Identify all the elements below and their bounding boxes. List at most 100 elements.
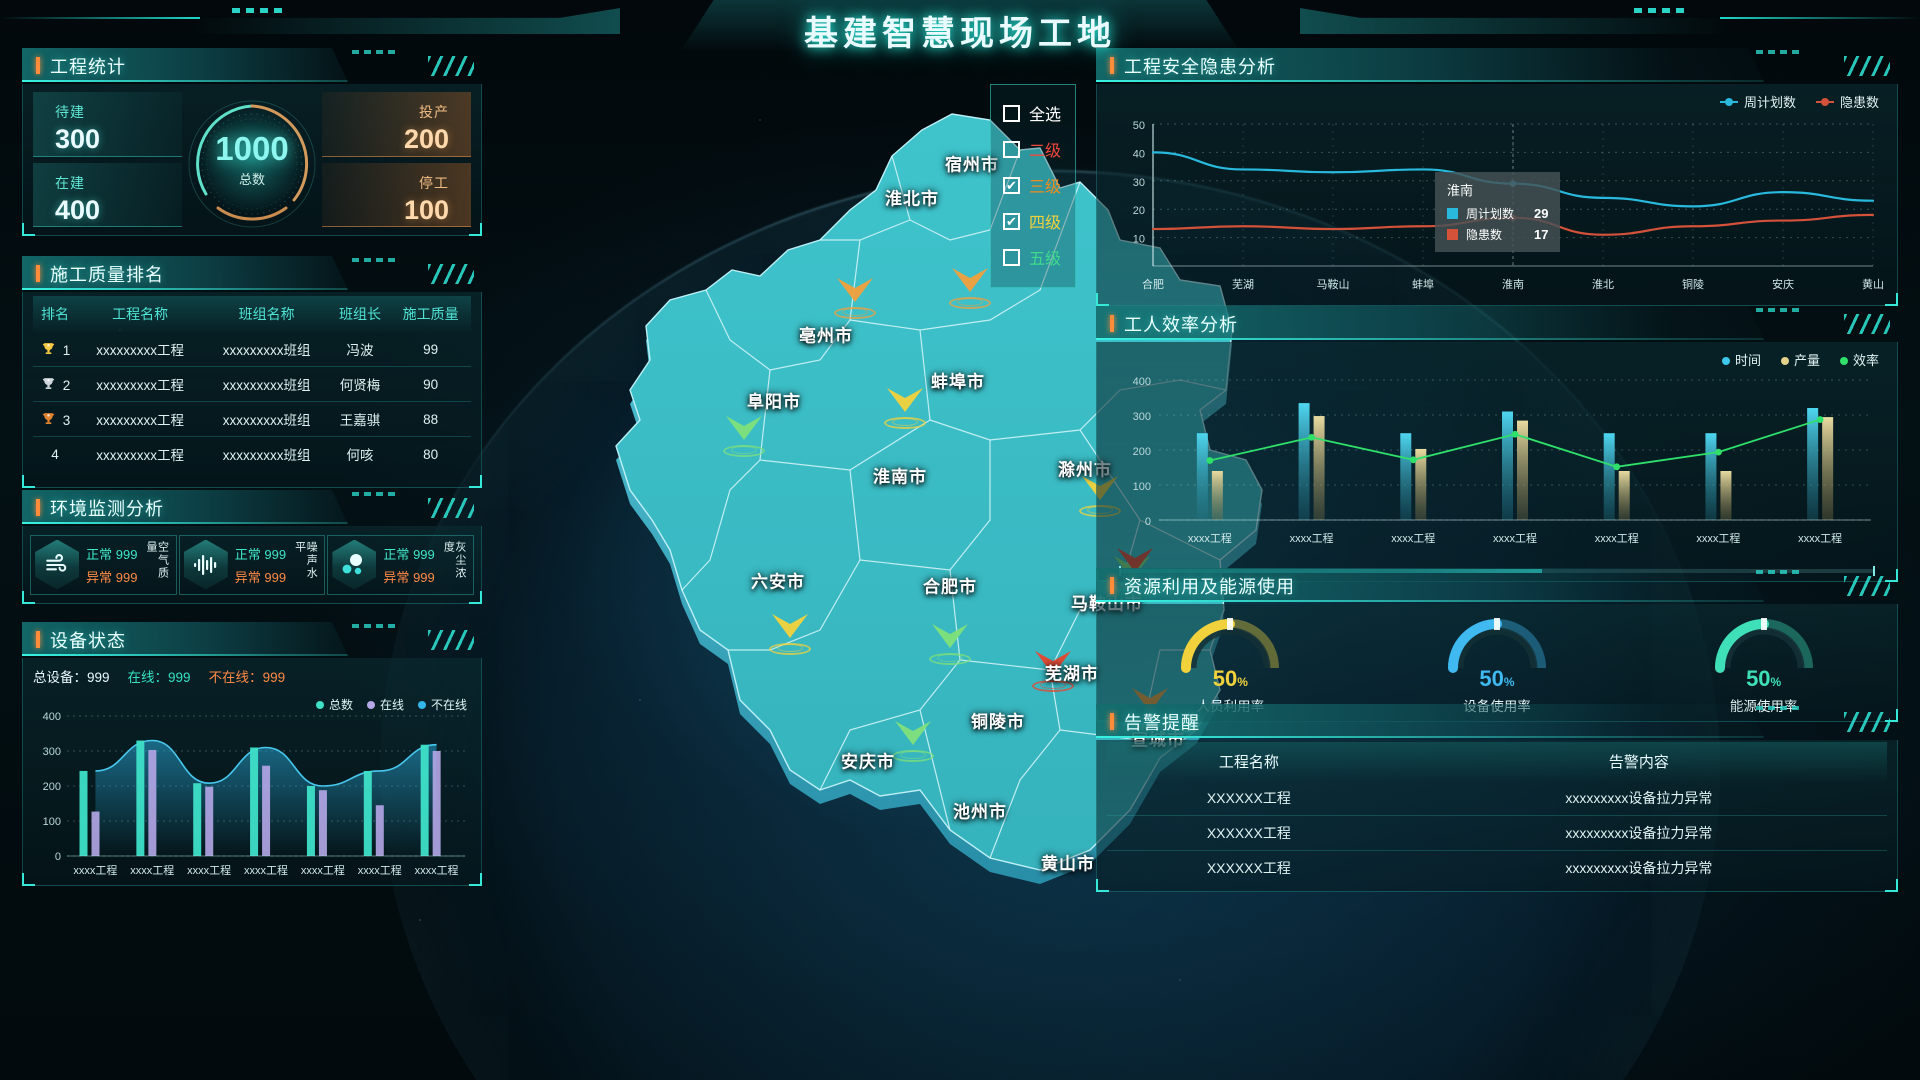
device-total-label: 总设备： xyxy=(33,670,87,685)
checkbox-icon[interactable]: ✔ xyxy=(1003,176,1020,194)
tooltip-swatch xyxy=(1447,208,1458,219)
panel-environment-monitoring: 环境监测分析 正常 999 异常 999 空气质量 正常 999 异常 999 噪声水平正… xyxy=(22,490,482,604)
filter-option-1[interactable]: 二级 xyxy=(991,131,1075,167)
table-row[interactable]: 2 xxxxxxxxx工程 xxxxxxxxx班组 何贤梅 90 xyxy=(33,366,471,402)
svg-text:400: 400 xyxy=(43,711,61,723)
tooltip-label: 隐患数 xyxy=(1466,228,1503,242)
svg-text:100: 100 xyxy=(43,816,61,828)
legend-item-2[interactable]: 效率 xyxy=(1839,350,1879,369)
svg-text:100: 100 xyxy=(1133,481,1151,493)
panel-stripes-deco xyxy=(1844,314,1890,334)
env-normal-label: 正常 xyxy=(383,546,410,562)
env-abnormal-label: 异常 xyxy=(383,569,410,585)
svg-text:20: 20 xyxy=(1133,205,1145,217)
filter-option-3[interactable]: ✔ 四级 xyxy=(991,203,1075,239)
marker-arrow-icon xyxy=(952,268,988,292)
svg-text:0: 0 xyxy=(55,851,61,863)
stat-produced[interactable]: 投产 200 xyxy=(322,92,471,157)
team-cell: xxxxxxxxx班组 xyxy=(203,436,330,471)
stat-building-value: 400 xyxy=(55,194,101,225)
stat-building[interactable]: 在建 400 xyxy=(33,162,182,227)
safety-chart-legend: 周计划数 隐患数 xyxy=(1719,92,1879,111)
map-marker-5[interactable] xyxy=(769,611,811,655)
corner-bl xyxy=(22,475,35,488)
svg-text:淮北: 淮北 xyxy=(1592,278,1614,291)
stat-stopped[interactable]: 停工 100 xyxy=(322,162,471,227)
env-item-2[interactable]: 正常 999 异常 999 灰尘浓度 xyxy=(327,534,474,595)
map-city-label-7[interactable]: 六安市 xyxy=(751,572,805,592)
map-marker-6[interactable] xyxy=(929,621,971,665)
corner-br xyxy=(469,475,482,488)
map-city-label-2[interactable]: 亳州市 xyxy=(799,326,853,346)
severity-filter-panel[interactable]: 全选 二级 ✔ 三级 ✔ 四级 五级 xyxy=(990,84,1076,288)
filter-option-2[interactable]: ✔ 三级 xyxy=(991,167,1075,203)
map-city-label-1[interactable]: 淮北市 xyxy=(885,189,939,209)
map-city-label-5[interactable]: 淮南市 xyxy=(873,467,927,487)
checkbox-icon[interactable]: ✔ xyxy=(1003,212,1020,230)
svg-text:xxxx工程: xxxx工程 xyxy=(1391,532,1435,545)
accent-bar xyxy=(1110,577,1114,594)
legend-item-1[interactable]: 隐患数 xyxy=(1815,92,1879,111)
panel-safety-hazard-analysis: 工程安全隐患分析 周计划数 隐患数 10 20 30 40 50 合肥 芜湖 马鞍山 蚌埠 淮南 淮北… xyxy=(1096,48,1898,306)
legend-item-0[interactable]: 周计划数 xyxy=(1719,92,1796,111)
panel-header-quality-ranking: 施工质量排名 xyxy=(22,256,482,290)
svg-text:200: 200 xyxy=(43,781,61,793)
quality-cell: 88 xyxy=(390,401,471,437)
filter-option-4[interactable]: 五级 xyxy=(991,239,1075,275)
chart-tooltip: 淮南 周计划数 29 隐患数 17 xyxy=(1435,172,1561,252)
table-row[interactable]: XXXXXX工程 xxxxxxxxx设备拉力异常 xyxy=(1107,850,1887,885)
environment-items: 正常 999 异常 999 空气质量 正常 999 异常 999 噪声水平 正常 999 异常… xyxy=(29,534,475,595)
filter-option-label: 四级 xyxy=(1029,215,1062,232)
table-row[interactable]: 1 xxxxxxxxx工程 xxxxxxxxx班组 冯波 99 xyxy=(33,332,471,367)
alert-content-cell: xxxxxxxxx设备拉力异常 xyxy=(1390,850,1887,885)
map-city-label-11[interactable]: 铜陵市 xyxy=(971,712,1025,732)
svg-text:30: 30 xyxy=(1133,177,1145,189)
table-row[interactable]: XXXXXX工程 xxxxxxxxx设备拉力异常 xyxy=(1107,781,1887,816)
filter-option-0[interactable]: 全选 xyxy=(991,95,1075,131)
device-status-chart: 0 100 200 300 400 xxxx工程 xxxx工程 xxxx工程 xxxx工程 xxx… xyxy=(43,711,465,877)
map-marker-1[interactable] xyxy=(949,265,991,309)
rank-col-2: 班组名称 xyxy=(203,296,330,332)
svg-text:xxxx工程: xxxx工程 xyxy=(301,864,345,877)
header-line-left xyxy=(0,17,200,19)
map-city-label-15[interactable]: 黄山市 xyxy=(1041,854,1095,874)
panel-title-environment: 环境监测分析 xyxy=(50,499,164,519)
rank-cell: 4 xyxy=(33,436,77,471)
legend-item-0[interactable]: 时间 xyxy=(1721,350,1761,369)
panel-stripes-deco xyxy=(1844,576,1890,596)
panel-dash-deco xyxy=(352,492,400,496)
alert-col-0: 工程名称 xyxy=(1107,742,1391,781)
rank-number: 1 xyxy=(62,342,71,358)
map-city-label-10[interactable]: 芜湖市 xyxy=(1045,664,1099,684)
device-total-value: 999 xyxy=(87,670,110,685)
map-city-label-14[interactable]: 池州市 xyxy=(953,802,1007,822)
accent-bar xyxy=(1110,713,1114,730)
map-city-label-3[interactable]: 蚌埠市 xyxy=(931,372,985,392)
checkbox-icon[interactable] xyxy=(1003,104,1020,122)
env-normal-value: 999 xyxy=(264,546,287,562)
map-marker-3[interactable] xyxy=(884,385,926,429)
map-marker-9[interactable] xyxy=(892,718,934,762)
map-city-label-13[interactable]: 安庆市 xyxy=(841,752,895,772)
table-row[interactable]: XXXXXX工程 xxxxxxxxx设备拉力异常 xyxy=(1107,815,1887,851)
env-abnormal-value: 999 xyxy=(413,569,435,585)
accent-bar xyxy=(36,631,40,648)
map-marker-0[interactable] xyxy=(834,275,876,319)
table-row[interactable]: 4 xxxxxxxxx工程 xxxxxxxxx班组 何咳 80 xyxy=(33,436,471,471)
panel-dash-deco xyxy=(1756,706,1804,710)
alert-content-cell: xxxxxxxxx设备拉力异常 xyxy=(1390,815,1887,851)
legend-item-1[interactable]: 产量 xyxy=(1780,350,1820,369)
svg-text:200: 200 xyxy=(1133,446,1151,458)
map-marker-2[interactable] xyxy=(723,413,765,457)
checkbox-icon[interactable] xyxy=(1003,140,1020,158)
table-row[interactable]: 3 xxxxxxxxx工程 xxxxxxxxx班组 王嘉骐 88 xyxy=(33,401,471,437)
env-item-0[interactable]: 正常 999 异常 999 空气质量 xyxy=(30,534,177,595)
rank-cell: 3 xyxy=(33,401,77,437)
env-item-1[interactable]: 正常 999 异常 999 噪声水平 xyxy=(178,534,326,595)
checkbox-icon[interactable] xyxy=(1003,248,1020,266)
stat-pending[interactable]: 待建 300 xyxy=(33,92,182,157)
corner-br xyxy=(469,591,482,604)
alert-col-1: 告警内容 xyxy=(1390,742,1887,781)
map-city-label-4[interactable]: 阜阳市 xyxy=(747,392,801,412)
map-city-label-8[interactable]: 合肥市 xyxy=(923,577,977,597)
